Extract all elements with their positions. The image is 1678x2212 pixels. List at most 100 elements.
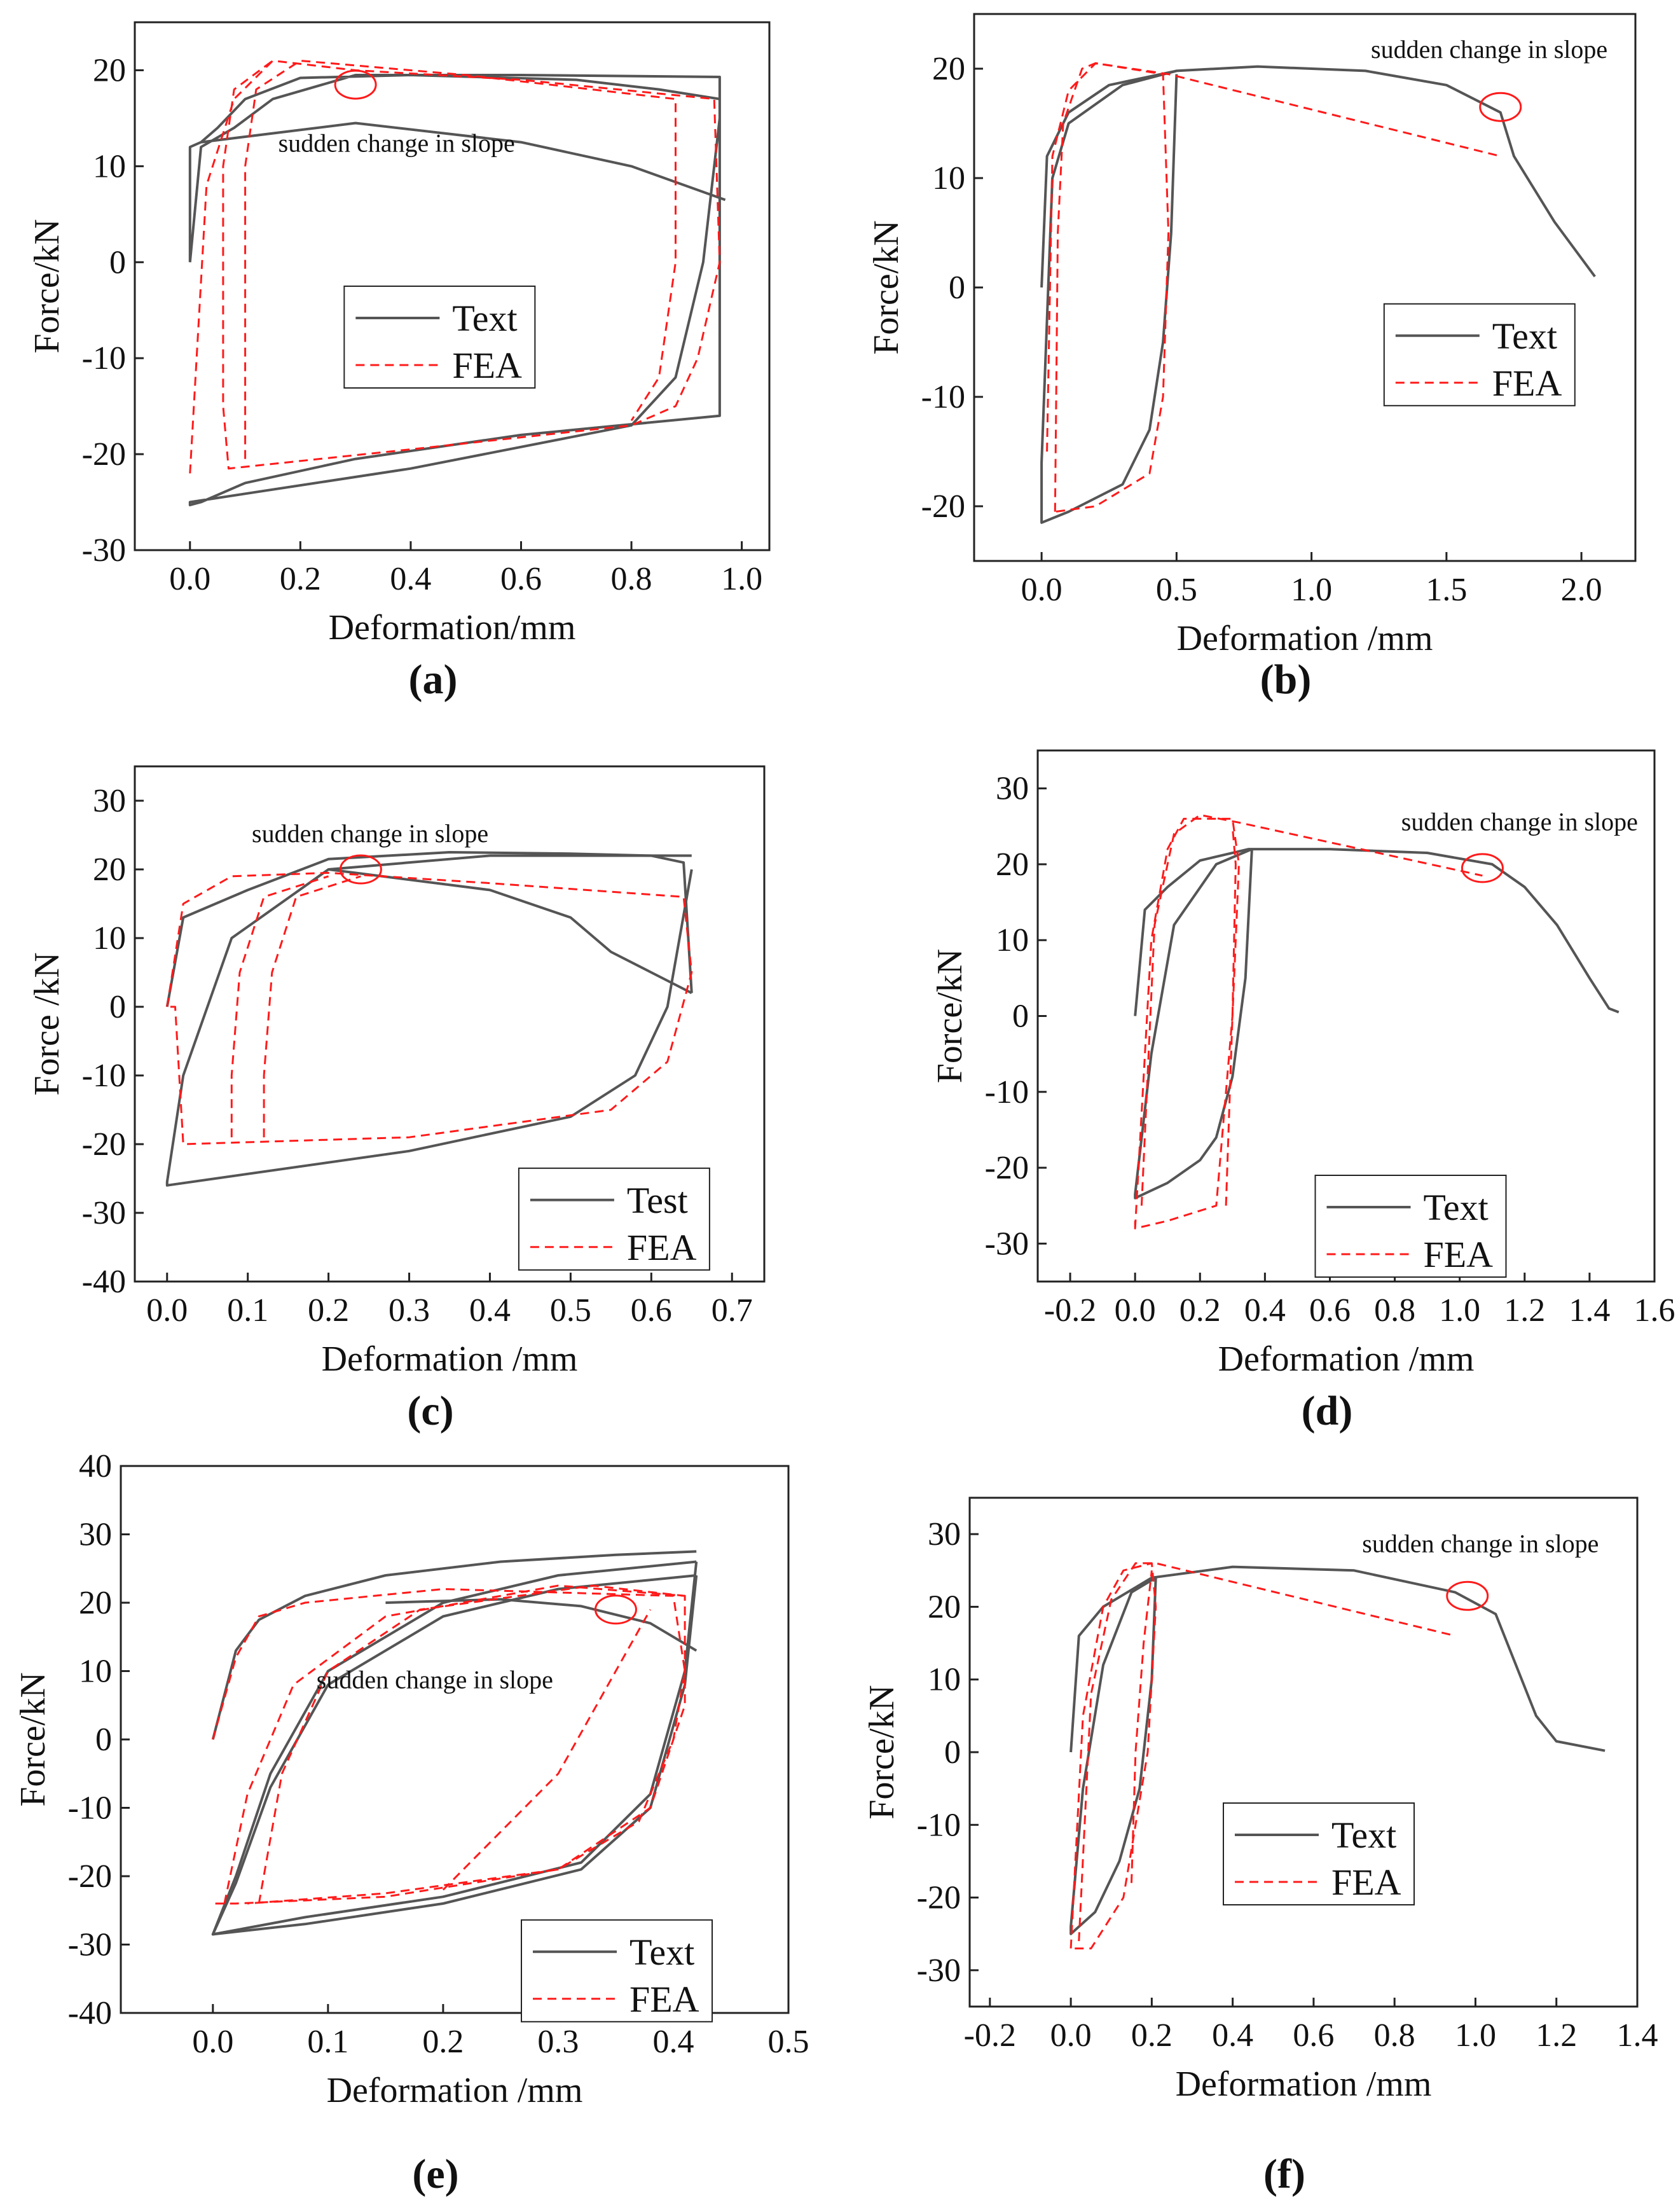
y-tick-label: 10: [996, 922, 1029, 958]
legend-box: [343, 286, 536, 389]
chart-panel-6: -0.2 0.0 0.2 0.4 0.6 0.8 1.0 1.2 1.4 -30 -20 -10 0 10…: [862, 1497, 1658, 2197]
y-tick-label: 20: [79, 1585, 112, 1621]
x-tick-label: 0.0: [192, 2024, 233, 2060]
x-tick-label: 0.4: [652, 2024, 694, 2060]
y-tick-label: 10: [93, 920, 126, 957]
annotation-circle: [1479, 92, 1522, 122]
panel-caption: (d): [1302, 1388, 1353, 1434]
series-text-line-1: [1040, 65, 1596, 288]
y-tick-label: 20: [932, 51, 965, 87]
y-tick-label: 30: [996, 771, 1029, 807]
legend-label-text: Text: [452, 298, 517, 339]
series-fea-line-1: [1134, 817, 1240, 1229]
x-tick-label: 2.0: [1561, 572, 1602, 608]
x-tick-label: 0.2: [308, 1292, 349, 1329]
x-tick-label: 1.2: [1504, 1292, 1545, 1329]
x-tick-label: 1.4: [1569, 1292, 1610, 1329]
y-tick-label: -10: [985, 1074, 1029, 1110]
series-fea-line-2: [1140, 813, 1483, 1206]
x-tick-label: 1.2: [1536, 2017, 1577, 2054]
annotation-label: sudden change in slope: [1371, 35, 1607, 64]
plot-frame: [134, 765, 766, 1283]
series-fea-line-1: [212, 1588, 686, 1905]
series-text-line-4: [385, 1598, 698, 1652]
legend-box: [521, 1919, 713, 2022]
x-tick-label: 1.0: [1455, 2017, 1496, 2054]
legend-label-text: Text: [1424, 1187, 1489, 1228]
series-test-line-1: [165, 851, 693, 1007]
y-tick-label: 30: [79, 1517, 112, 1553]
data-layer: [211, 1550, 698, 1936]
y-tick-label: 0: [109, 989, 126, 1025]
series-fea-line-2: [230, 875, 329, 1138]
panel-caption: (a): [409, 656, 458, 703]
y-tick-label: -30: [82, 1195, 126, 1231]
x-tick-label: 1.6: [1634, 1292, 1675, 1329]
x-tick-label: 0.2: [422, 2024, 464, 2060]
y-axis-label: Force/kN: [13, 1672, 53, 1807]
x-tick-label: 1.0: [1439, 1292, 1480, 1329]
series-text-line-2: [1069, 1576, 1157, 1935]
legend-label-fea: FEA: [627, 1227, 697, 1268]
legend-label-text: Text: [629, 1932, 694, 1973]
chart-panel-1: 0.0 0.2 0.4 0.6 0.8 1.0 -30 -20 -10 0 10 20 Deformat…: [27, 21, 771, 703]
series-fea-line-1: [189, 59, 721, 474]
series-fea-line-2: [244, 59, 677, 459]
y-tick-label: 30: [93, 783, 126, 819]
y-tick-label: 30: [928, 1516, 961, 1552]
y-tick-label: -10: [82, 1058, 126, 1094]
annotation-circle: [339, 854, 382, 885]
x-tick-label: 1.5: [1426, 572, 1467, 608]
series-test-line-2: [165, 854, 693, 1187]
x-axis-label: Deformation/mm: [329, 608, 576, 647]
series-fea-line-3: [263, 875, 361, 1138]
data-layer: [1040, 62, 1596, 524]
y-tick-label: -30: [917, 1953, 961, 1989]
y-tick-label: -20: [68, 1858, 112, 1895]
data-layer: [1069, 1562, 1606, 1950]
x-axis-label: Deformation /mm: [1176, 2064, 1432, 2104]
series-text-line-2: [1040, 69, 1178, 524]
series-text-line-1: [1134, 848, 1620, 1016]
annotation-circle: [1446, 1580, 1489, 1611]
y-tick-label: 20: [996, 847, 1029, 883]
y-axis-label: Force/kN: [862, 1685, 902, 1820]
x-tick-label: 0.3: [389, 1292, 430, 1329]
x-tick-label: 0.8: [1374, 2017, 1415, 2054]
x-tick-label: 0.8: [1374, 1292, 1415, 1329]
chart-panel-5: 0.0 0.1 0.2 0.3 0.4 0.5 -40 -30 -20 -10 0 10 20 30 40 D…: [13, 1448, 809, 2197]
x-tick-label: 0.1: [227, 1292, 268, 1329]
legend-box: [1314, 1175, 1507, 1278]
y-tick-label: 0: [1012, 999, 1029, 1035]
data-layer: [1134, 813, 1620, 1229]
legend-label-text: Text: [1492, 315, 1557, 357]
series-text-line-2: [200, 121, 726, 202]
data-layer: [165, 851, 693, 1187]
x-tick-label: 0.0: [1115, 1292, 1156, 1329]
x-tick-label: 0.8: [611, 561, 652, 597]
y-tick-label: 0: [109, 244, 126, 280]
x-axis-label: Deformation /mm: [322, 1339, 578, 1379]
x-tick-label: 0.4: [1212, 2017, 1253, 2054]
y-axis-label: Force /kN: [27, 952, 67, 1096]
legend-label-fea: FEA: [1492, 363, 1562, 404]
y-tick-label: 40: [79, 1448, 112, 1484]
y-tick-label: 0: [944, 1734, 961, 1771]
x-tick-label: 0.0: [169, 561, 210, 597]
legend-box: [1383, 303, 1576, 406]
series-fea-line-1: [1069, 1562, 1157, 1950]
series-fea-line-1: [1054, 62, 1170, 513]
chart-panel-3: 0.0 0.1 0.2 0.3 0.4 0.5 0.6 0.7 -40 -30 -20 -10 0 10 2…: [27, 765, 766, 1434]
x-tick-label: 0.0: [1021, 572, 1063, 608]
y-tick-label: 0: [95, 1722, 112, 1758]
x-tick-label: 1.0: [721, 561, 762, 597]
x-tick-label: -0.2: [1044, 1292, 1096, 1329]
panel-caption: (b): [1260, 656, 1312, 703]
y-tick-label: -40: [82, 1264, 126, 1300]
series-test-line-3: [328, 868, 692, 995]
x-tick-label: 0.0: [146, 1292, 188, 1329]
x-tick-label: 0.6: [1293, 2017, 1334, 2054]
x-tick-label: 0.1: [307, 2024, 348, 2060]
legend-label-fea: FEA: [629, 1979, 699, 2020]
